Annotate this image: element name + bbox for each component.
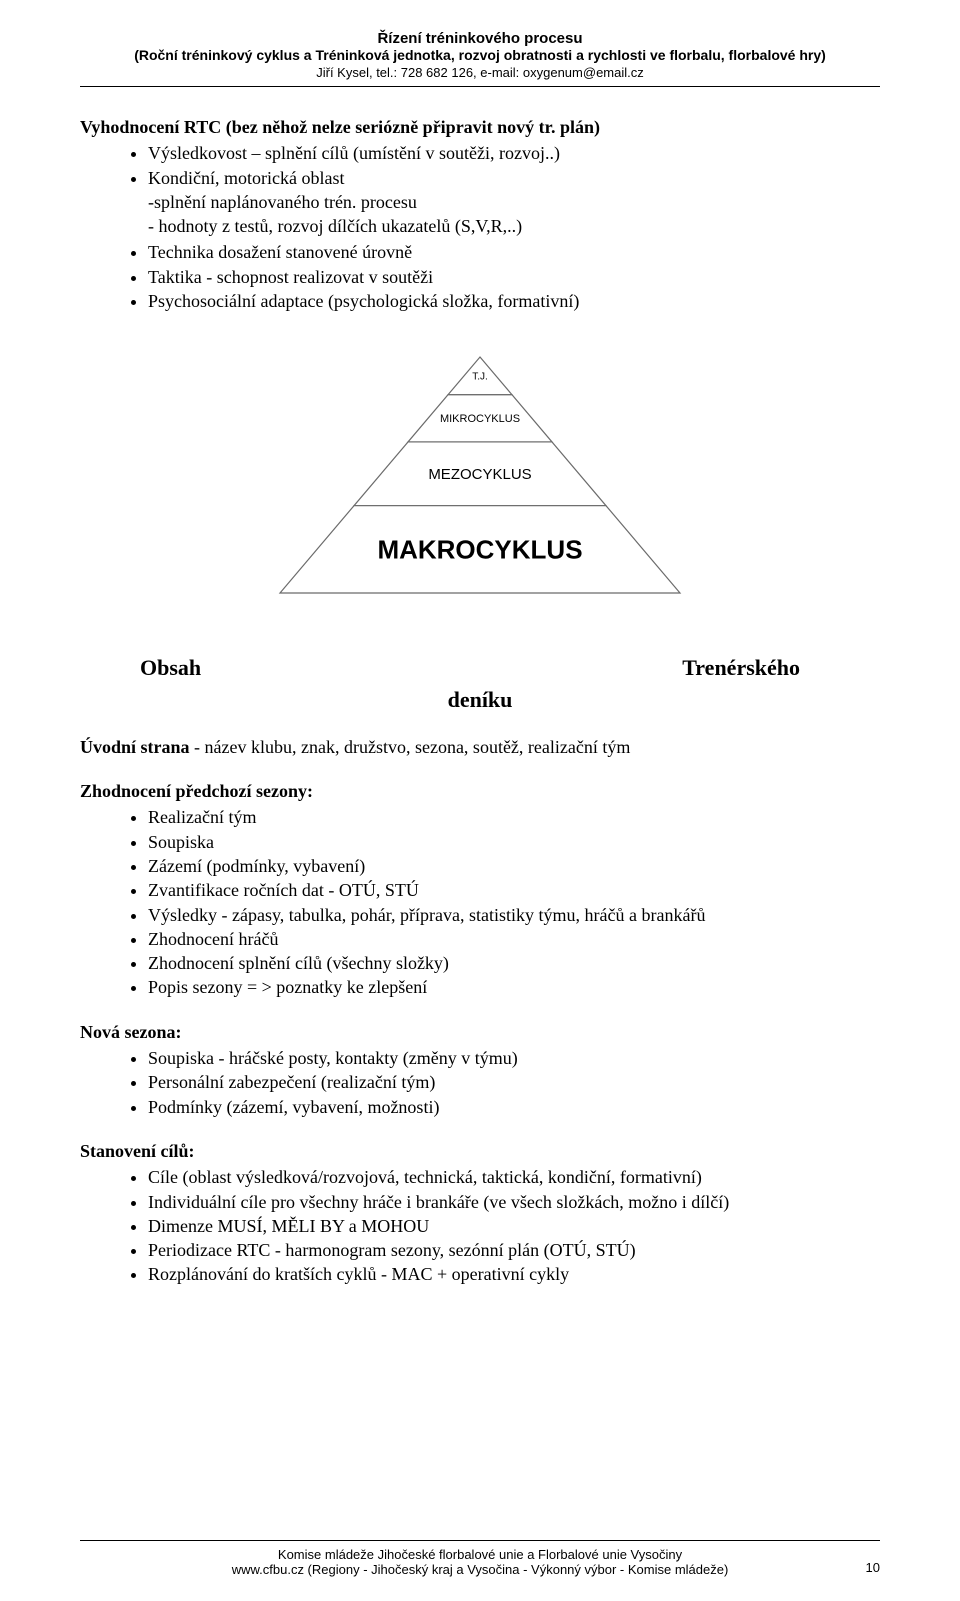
section-list: Cíle (oblast výsledková/rozvojová, techn…: [80, 1165, 880, 1286]
list-item: Periodizace RTC - harmonogram sezony, se…: [148, 1238, 880, 1262]
list-item: Realizační tým: [148, 805, 880, 829]
list-item: Technika dosažení stanovené úrovně: [148, 240, 880, 264]
intro-bullets-2: Technika dosažení stanovené úrovně Takti…: [80, 240, 880, 313]
list-item: Soupiska: [148, 830, 880, 854]
list-item: Výsledkovost – splnění cílů (umístění v …: [148, 141, 880, 165]
footer-line2: www.cfbu.cz (Regiony - Jihočeský kraj a …: [80, 1562, 880, 1577]
intro-line-rest: - název klubu, znak, družstvo, sezona, s…: [190, 737, 631, 757]
list-item: Personální zabezpečení (realizační tým): [148, 1070, 880, 1094]
list-item: Individuální cíle pro všechny hráče i br…: [148, 1190, 880, 1214]
pyramid-diagram: T.J. MIKROCYKLUS MEZOCYKLUS MAKROCYKLUS: [80, 335, 880, 625]
list-item: Popis sezony = > poznatky ke zlepšení: [148, 975, 880, 999]
intro-subline: - hodnoty z testů, rozvoj dílčích ukazat…: [80, 214, 880, 238]
svg-text:T.J.: T.J.: [472, 372, 488, 383]
list-item: Zhodnocení splnění cílů (všechny složky): [148, 951, 880, 975]
list-item: Výsledky - zápasy, tabulka, pohár, přípr…: [148, 903, 880, 927]
svg-text:MAKROCYKLUS: MAKROCYKLUS: [377, 535, 582, 565]
obsah-left: Obsah: [80, 653, 201, 683]
page-header: Řízení tréninkového procesu (Roční tréni…: [80, 30, 880, 87]
intro-line-bold: Úvodní strana: [80, 737, 190, 757]
header-subtitle: (Roční tréninkový cyklus a Tréninková je…: [80, 47, 880, 63]
footer-line1: Komise mládeže Jihočeské florbalové unie…: [80, 1547, 880, 1562]
main-content: Vyhodnocení RTC (bez něhož nelze seriózn…: [80, 115, 880, 1287]
intro-heading: Vyhodnocení RTC (bez něhož nelze seriózn…: [80, 115, 880, 139]
list-item: Cíle (oblast výsledková/rozvojová, techn…: [148, 1165, 880, 1189]
intro-subline: -splnění naplánovaného trén. procesu: [80, 190, 880, 214]
header-title: Řízení tréninkového procesu: [80, 30, 880, 47]
obsah-center: deníku: [80, 685, 880, 715]
obsah-right: Trenérského: [682, 653, 880, 683]
intro-line: Úvodní strana - název klubu, znak, družs…: [80, 735, 880, 759]
header-contact: Jiří Kysel, tel.: 728 682 126, e-mail: o…: [80, 65, 880, 80]
list-item: Zhodnocení hráčů: [148, 927, 880, 951]
list-item: Soupiska - hráčské posty, kontakty (změn…: [148, 1046, 880, 1070]
list-item: Podmínky (zázemí, vybavení, možnosti): [148, 1095, 880, 1119]
page-footer: Komise mládeže Jihočeské florbalové unie…: [0, 1540, 960, 1577]
footer-divider: [80, 1540, 880, 1541]
pyramid-svg: T.J. MIKROCYKLUS MEZOCYKLUS MAKROCYKLUS: [250, 335, 710, 625]
intro-bullets: Výsledkovost – splnění cílů (umístění v …: [80, 141, 880, 190]
list-item: Zvantifikace ročních dat - OTÚ, STÚ: [148, 878, 880, 902]
page-number: 10: [866, 1560, 880, 1575]
section-list: Realizační týmSoupiskaZázemí (podmínky, …: [80, 805, 880, 999]
list-item: Zázemí (podmínky, vybavení): [148, 854, 880, 878]
obsah-heading: Obsah Trenérského: [80, 653, 880, 683]
list-item: Psychosociální adaptace (psychologická s…: [148, 289, 880, 313]
list-item: Taktika - schopnost realizovat v soutěži: [148, 265, 880, 289]
section-heading: Zhodnocení předchozí sezony:: [80, 779, 880, 803]
list-item: Kondiční, motorická oblast: [148, 166, 880, 190]
svg-text:MIKROCYKLUS: MIKROCYKLUS: [440, 414, 520, 426]
section-heading: Nová sezona:: [80, 1020, 880, 1044]
section-list: Soupiska - hráčské posty, kontakty (změn…: [80, 1046, 880, 1119]
svg-text:MEZOCYKLUS: MEZOCYKLUS: [428, 466, 531, 483]
list-item: Rozplánování do kratších cyklů - MAC + o…: [148, 1262, 880, 1286]
section-heading: Stanovení cílů:: [80, 1139, 880, 1163]
list-item: Dimenze MUSÍ, MĚLI BY a MOHOU: [148, 1214, 880, 1238]
header-divider: [80, 86, 880, 87]
